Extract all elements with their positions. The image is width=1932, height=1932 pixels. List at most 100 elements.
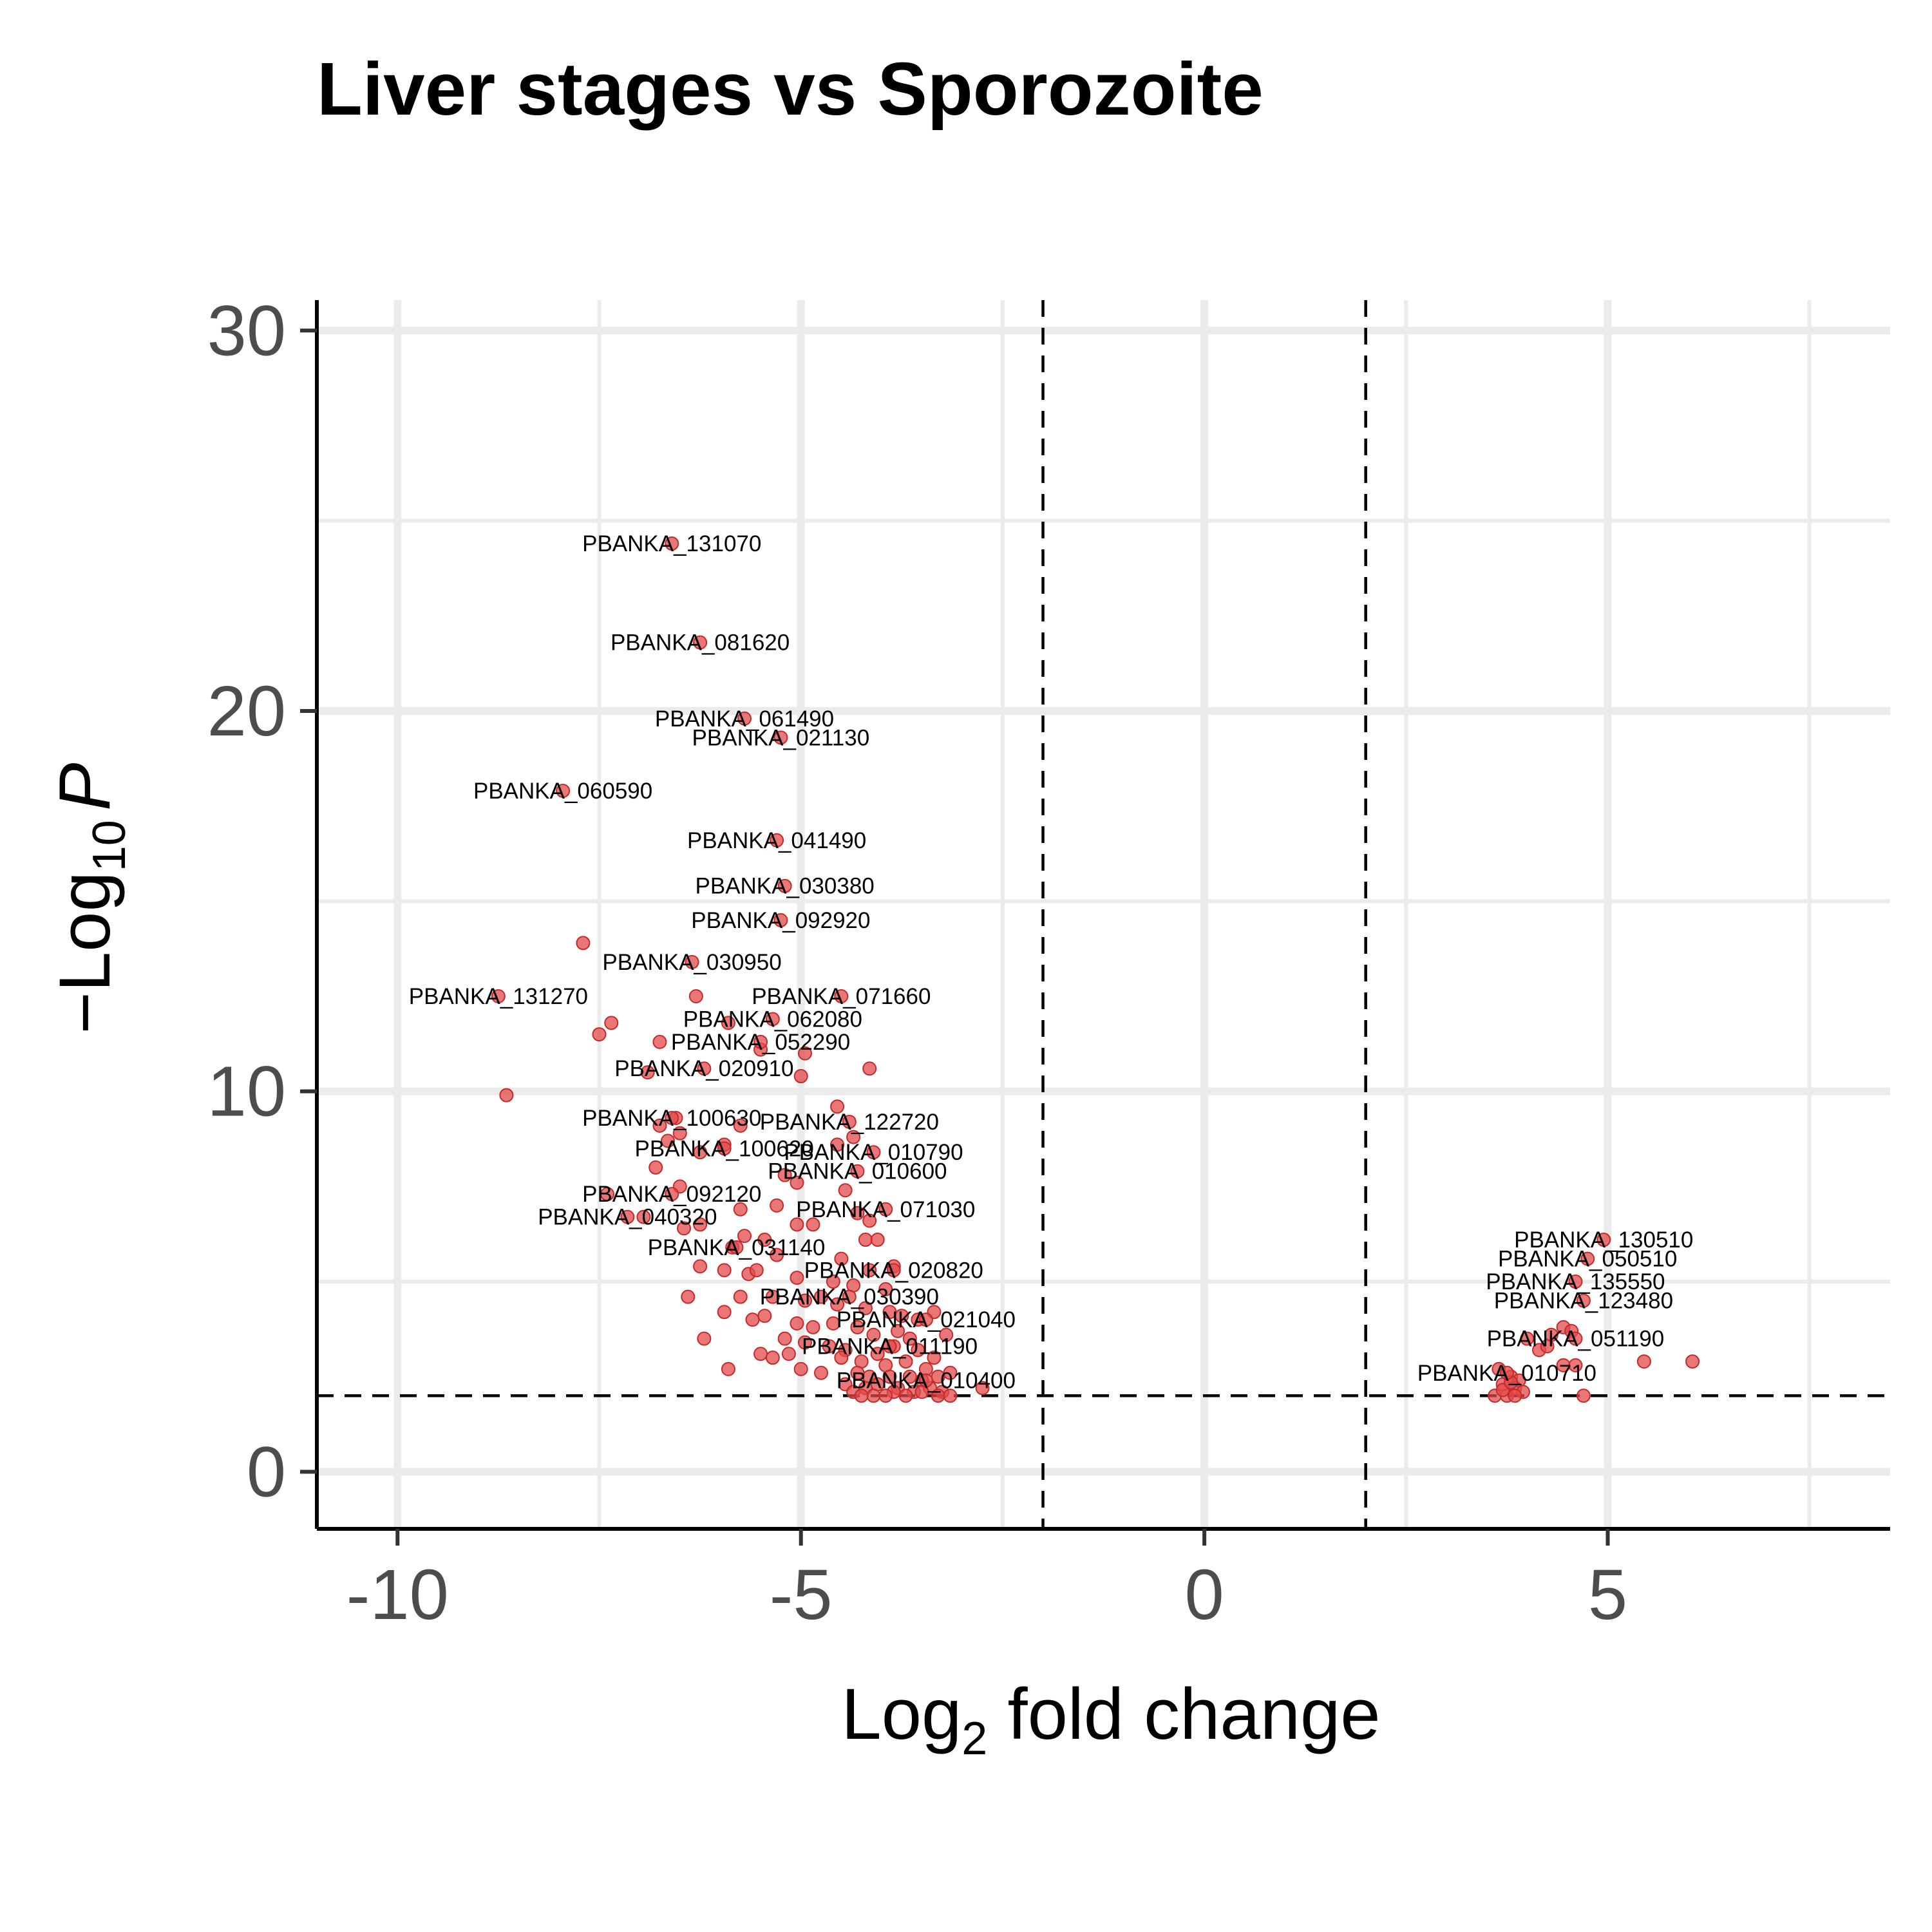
data-point (737, 1229, 752, 1244)
point-label: PBANKA_021130 (692, 725, 870, 750)
data-point (576, 936, 591, 951)
tick-labels: -10 -5 0 5 0 10 20 30 (207, 291, 1627, 1634)
data-point (790, 1316, 804, 1331)
data-point-labeled (665, 1111, 679, 1126)
data-point (717, 1305, 732, 1320)
data-point (1508, 1388, 1522, 1403)
data-point (733, 1118, 748, 1133)
data-point (1568, 1358, 1583, 1372)
data-point-labeled (1576, 1293, 1591, 1308)
data-point (600, 1187, 615, 1202)
data-point-labeled (866, 1145, 881, 1160)
data-point (757, 1309, 772, 1323)
data-point (854, 1388, 869, 1403)
data-point (733, 1289, 748, 1304)
data-point (733, 1202, 748, 1217)
data-point (838, 1183, 853, 1198)
data-point (790, 1271, 804, 1285)
data-point-labeled (1499, 1365, 1514, 1380)
data-point (688, 989, 703, 1004)
data-point (806, 1217, 820, 1232)
data-point (797, 1335, 812, 1350)
data-point (1540, 1339, 1555, 1354)
data-point (781, 1347, 796, 1361)
point-label: PBANKA_010710 (1417, 1361, 1596, 1386)
data-point-labeled (717, 1141, 732, 1156)
data-point (721, 1361, 735, 1376)
data-point-labeled (1568, 1331, 1583, 1346)
data-point (793, 1069, 808, 1084)
data-point (927, 1350, 942, 1365)
data-point (943, 1365, 958, 1380)
x-axis-title: Log2 fold change (841, 1674, 1380, 1765)
data-point (806, 1320, 820, 1334)
data-point (677, 1221, 692, 1236)
point-label: PBANKA_092920 (691, 908, 870, 933)
y-axis-title: −Log10P (44, 762, 135, 1034)
point-label: PBANKA_020910 (614, 1056, 793, 1081)
data-point (1576, 1388, 1591, 1403)
data-points (491, 536, 1700, 1403)
data-point-labeled (918, 1373, 933, 1388)
data-point (604, 1016, 619, 1030)
data-point-labeled (491, 989, 506, 1004)
data-point (770, 1247, 784, 1262)
data-point (765, 1289, 780, 1304)
chart-title: Liver stages vs Sporozoite (317, 47, 1264, 131)
point-label: PBANKA_010600 (768, 1159, 947, 1184)
data-point (902, 1331, 917, 1346)
data-point (939, 1327, 954, 1342)
data-point (1636, 1354, 1651, 1369)
data-point (858, 1301, 873, 1316)
point-label: PBANKA_122720 (760, 1110, 939, 1135)
data-point (652, 1034, 667, 1049)
y-tick-label: 20 (207, 672, 286, 751)
data-point-labeled (850, 1164, 865, 1179)
data-point-labeled (773, 913, 788, 927)
data-point-labeled (1568, 1274, 1583, 1289)
data-point-labeled (693, 635, 708, 650)
data-point (592, 1027, 607, 1042)
point-label: PBANKA_050510 (1498, 1247, 1677, 1272)
data-point (672, 1126, 687, 1141)
point-label: PBANKA_030380 (696, 874, 875, 899)
data-point (898, 1388, 913, 1403)
data-point (943, 1388, 958, 1403)
point-label: PBANKA_060590 (473, 779, 652, 804)
data-point (765, 1350, 780, 1365)
data-point (870, 1233, 885, 1247)
data-point (693, 1217, 708, 1232)
point-label: PBANKA_030950 (602, 950, 781, 975)
data-point (866, 1327, 881, 1342)
data-point (834, 1350, 849, 1365)
data-point-labeled (685, 954, 699, 969)
data-point (846, 1130, 861, 1144)
point-label: PBANKA_062080 (683, 1007, 862, 1032)
data-point (636, 1209, 651, 1224)
data-point (834, 1251, 849, 1266)
data-point-labeled (1596, 1233, 1611, 1247)
data-point-labeled (729, 1240, 744, 1255)
data-point (693, 1259, 708, 1274)
data-point-labeled (878, 1202, 893, 1217)
data-point (717, 1263, 732, 1278)
data-point (862, 1061, 877, 1076)
cutoff-lines (317, 300, 1890, 1529)
data-point (1685, 1354, 1700, 1369)
data-point (898, 1354, 913, 1369)
data-point (862, 1213, 877, 1228)
data-point (850, 1206, 865, 1220)
data-point (911, 1343, 925, 1358)
point-label: PBANKA_041490 (687, 828, 866, 853)
data-point (499, 1088, 514, 1103)
data-point (878, 1388, 893, 1403)
data-point-labeled (842, 1289, 857, 1304)
point-label: PBANKA_100630 (582, 1106, 761, 1131)
data-point (749, 1263, 764, 1278)
point-label: PBANKA_100620 (635, 1136, 814, 1161)
data-point-labeled (777, 878, 792, 893)
data-point-labeled (1580, 1251, 1595, 1266)
data-point (770, 1198, 784, 1213)
data-point (975, 1381, 990, 1396)
data-point (814, 1365, 829, 1380)
